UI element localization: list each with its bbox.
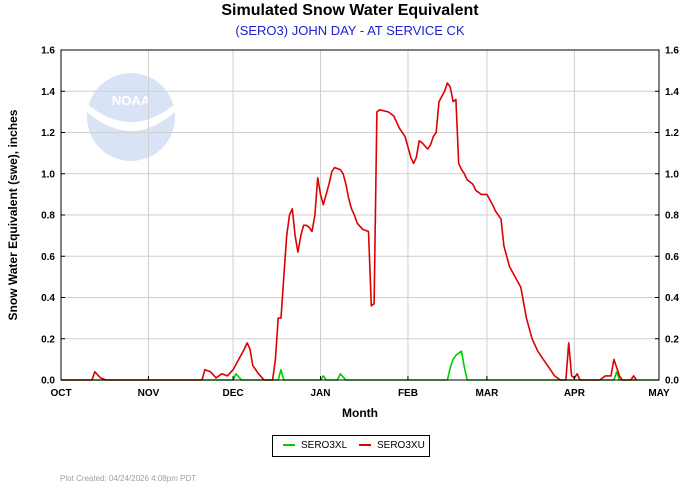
- chart-subtitle: (SERO3) JOHN DAY - AT SERVICE CK: [235, 23, 465, 38]
- x-tick-label: APR: [564, 388, 586, 399]
- legend-swatch-xl: [283, 444, 295, 447]
- x-tick-label: FEB: [398, 388, 418, 399]
- y-tick-label-right: 1.4: [665, 87, 679, 98]
- x-tick-label: JAN: [311, 388, 331, 399]
- noaa-logo: NOAA: [87, 73, 175, 161]
- y-tick-label-right: 1.6: [665, 46, 679, 57]
- y-tick-label-right: 0.6: [665, 252, 679, 263]
- x-axis-label: Month: [342, 406, 378, 420]
- y-tick-label-left: 0.4: [41, 293, 55, 304]
- legend-swatch-xu: [359, 444, 371, 447]
- y-axis-label: Snow Water Equivalent (swe), inches: [6, 109, 20, 320]
- legend-item-xl: SERO3XL: [283, 440, 347, 451]
- chart-title: Simulated Snow Water Equivalent: [221, 2, 479, 19]
- y-tick-label-left: 1.2: [41, 128, 55, 139]
- plot-frame: [60, 49, 660, 381]
- y-tick-label-left: 0.8: [41, 211, 55, 222]
- logo-wave: [87, 104, 175, 131]
- y-tick-label-right: 0.4: [665, 293, 679, 304]
- logo-text: NOAA: [112, 93, 151, 108]
- legend: SERO3XL SERO3XU: [272, 435, 430, 457]
- y-tick-label-left: 0.2: [41, 334, 55, 345]
- logo-disc: [87, 73, 175, 161]
- y-tick-label-right: 1.0: [665, 169, 679, 180]
- y-tick-label-left: 1.6: [41, 46, 55, 57]
- y-tick-label-right: 1.2: [665, 128, 679, 139]
- y-tick-label-left: 0.6: [41, 252, 55, 263]
- legend-label-xl: SERO3XL: [301, 440, 348, 451]
- y-tick-label-left: 1.0: [41, 169, 55, 180]
- y-tick-label-right: 0.2: [665, 334, 679, 345]
- x-tick-label: DEC: [223, 388, 244, 399]
- x-tick-label: OCT: [50, 388, 71, 399]
- y-tick-label-left: 0.0: [41, 376, 55, 387]
- plot-created-note: Plot Created: 04/24/2026 4:08pm PDT: [60, 474, 197, 483]
- y-tick-label-right: 0.8: [665, 211, 679, 222]
- y-tick-label-right: 0.0: [665, 376, 679, 387]
- legend-item-xu: SERO3XU: [359, 440, 425, 451]
- x-tick-label: MAY: [648, 388, 670, 399]
- x-tick-label: NOV: [138, 388, 160, 399]
- legend-label-xu: SERO3XU: [377, 440, 425, 451]
- x-tick-label: MAR: [476, 388, 500, 399]
- y-tick-label-left: 1.4: [41, 87, 55, 98]
